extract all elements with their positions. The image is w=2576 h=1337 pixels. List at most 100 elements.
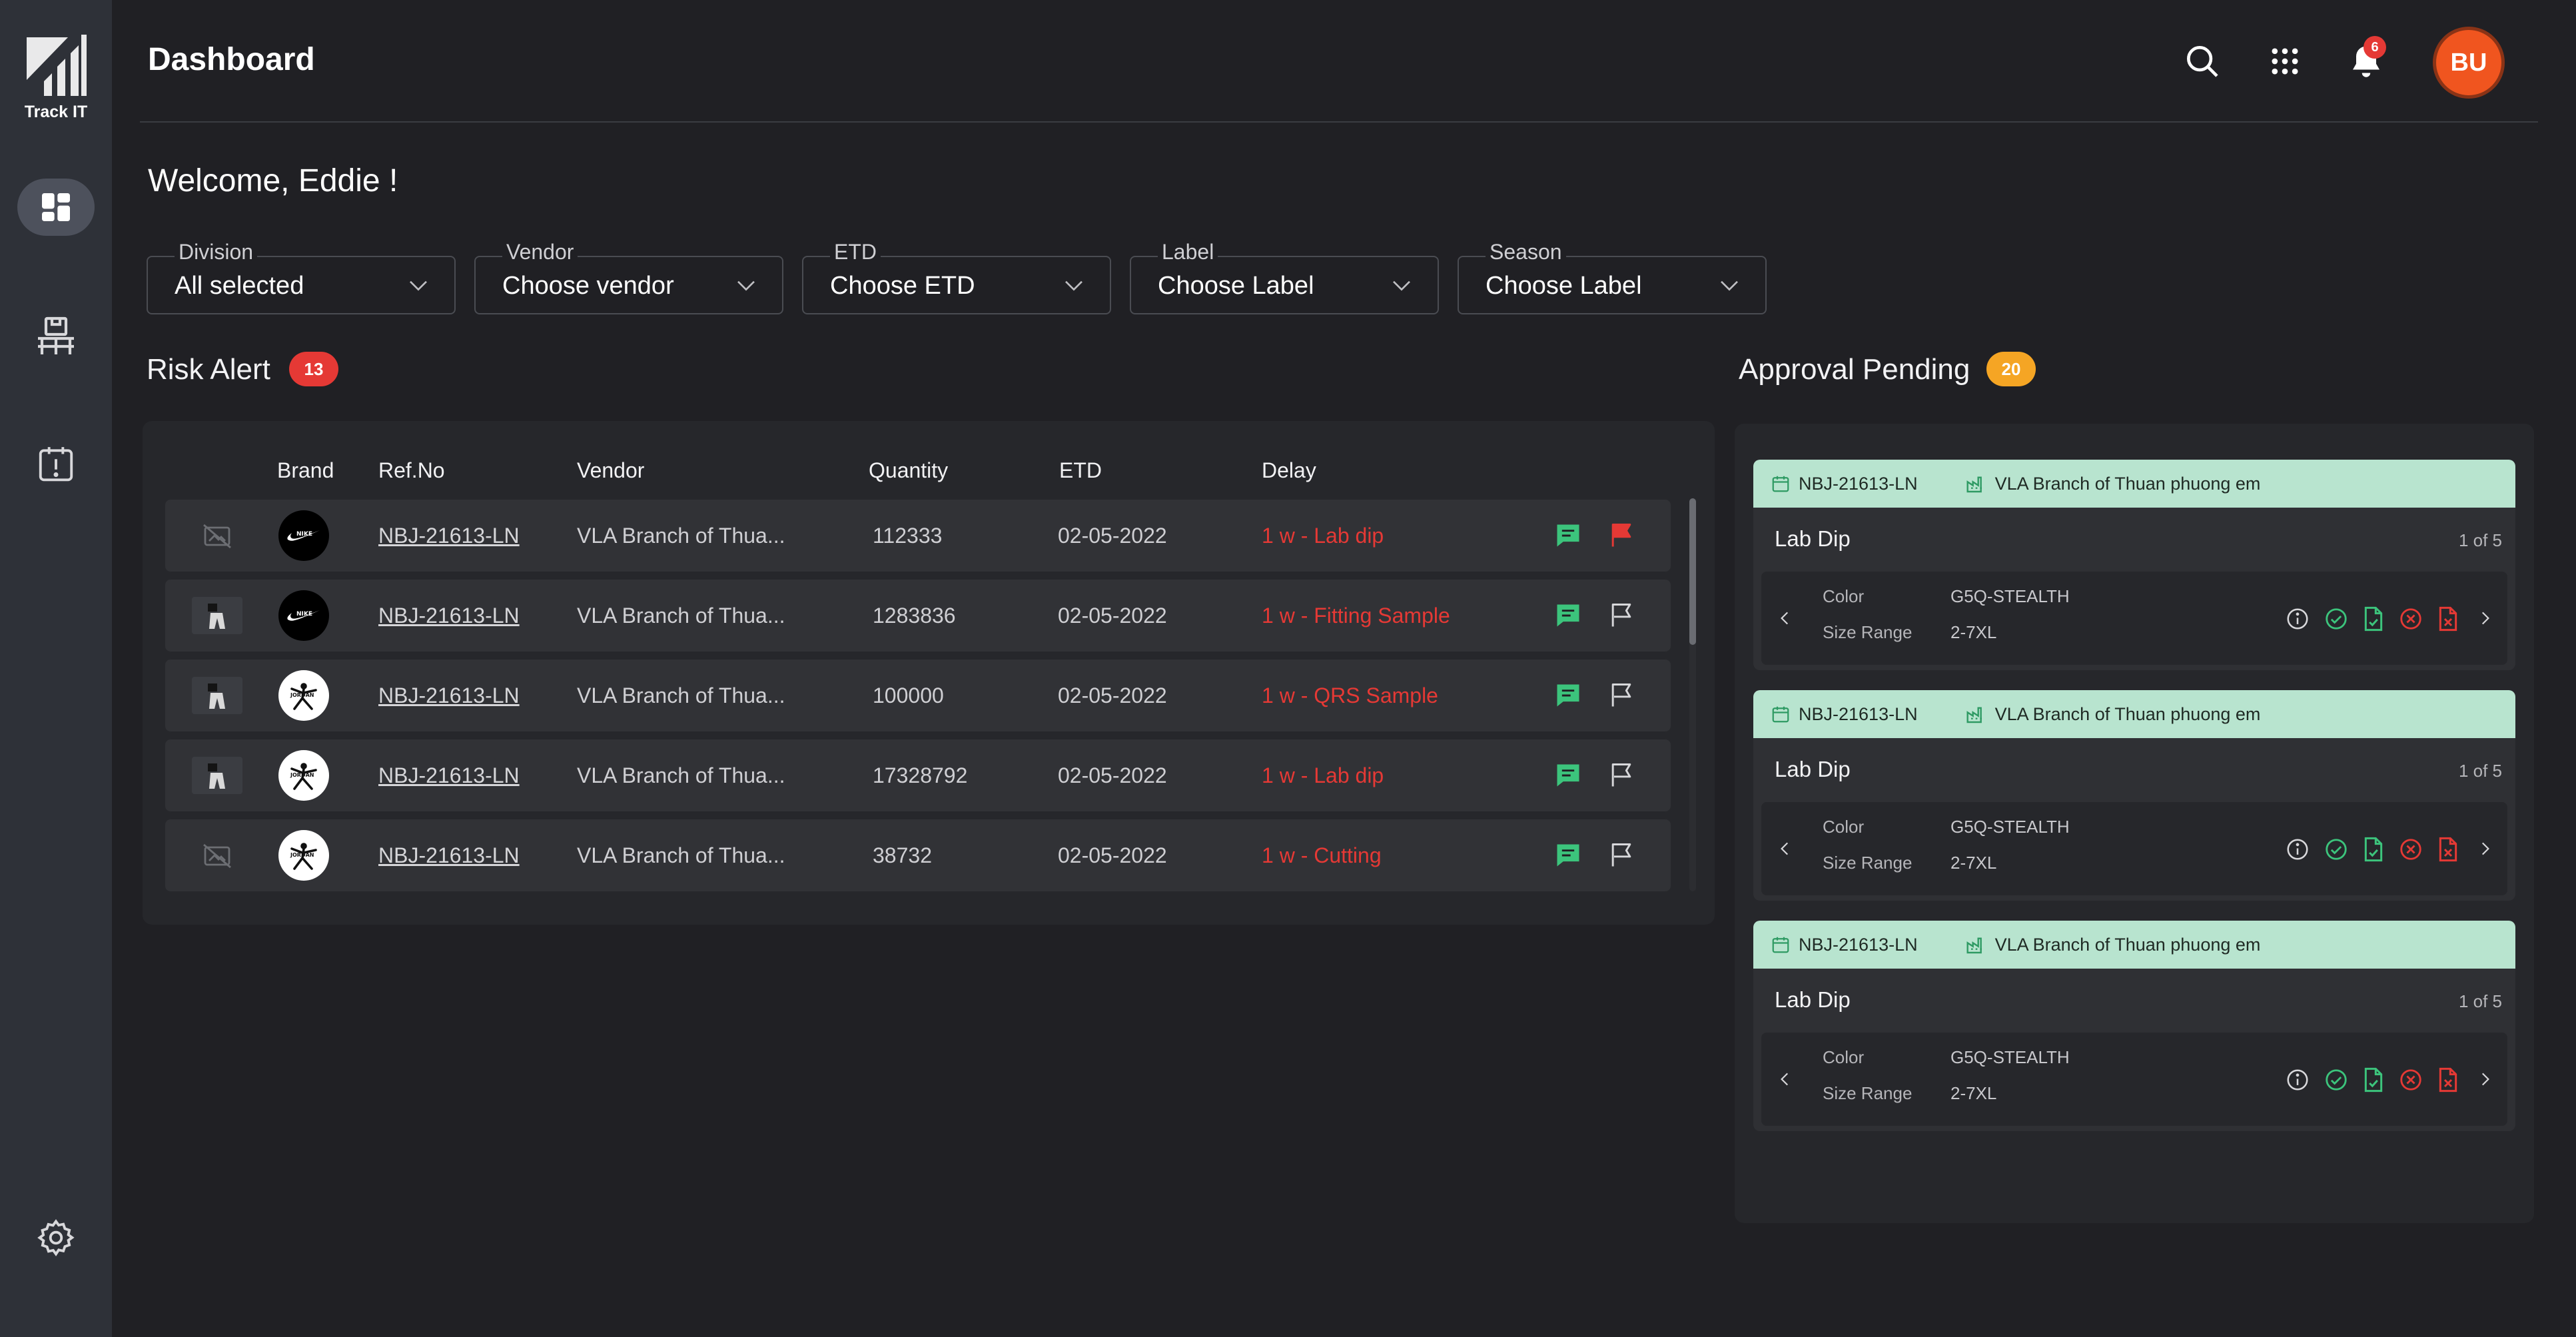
search-button[interactable] [2176, 35, 2229, 88]
ref-number-link[interactable]: NBJ-21613-LN [378, 603, 520, 628]
comment-button[interactable] [1552, 679, 1584, 711]
ref-number-link[interactable]: NBJ-21613-LN [378, 763, 520, 787]
approval-vendor: VLA Branch of Thuan phuong em [1994, 473, 2261, 494]
etd-cell: 02-05-2022 [1058, 843, 1167, 867]
check-circle-icon [2326, 839, 2347, 860]
ref-number-link[interactable]: NBJ-21613-LN [378, 683, 520, 707]
settings-button[interactable] [29, 1211, 83, 1264]
chevron-right-icon [2481, 612, 2489, 625]
approval-card[interactable]: NBJ-21613-LN VLA Branch of Thuan phuong … [1753, 921, 2515, 1131]
next-button[interactable] [2471, 605, 2498, 632]
approve-document-button[interactable] [2360, 835, 2387, 863]
approval-ref: NBJ-21613-LN [1799, 473, 1918, 494]
size-range-label: Size Range [1823, 853, 1913, 873]
close-circle-icon [2400, 1069, 2421, 1091]
approval-card[interactable]: NBJ-21613-LN VLA Branch of Thuan phuong … [1753, 690, 2515, 901]
flag-button[interactable] [1605, 839, 1637, 871]
info-button[interactable] [2284, 1066, 2312, 1094]
ref-number-link[interactable]: NBJ-21613-LN [378, 843, 520, 867]
table-scrollbar[interactable] [1689, 498, 1696, 891]
ref-number-link[interactable]: NBJ-21613-LN [378, 523, 520, 548]
color-label: Color [1823, 1047, 1865, 1067]
delay-cell: 1 w - Lab dip [1262, 763, 1384, 787]
comment-button[interactable] [1552, 520, 1584, 552]
gear-icon [37, 1219, 75, 1256]
comment-button[interactable] [1552, 839, 1584, 871]
column-header-etd: ETD [1059, 458, 1102, 482]
table-row[interactable]: JORDAN NBJ-21613-LN VLA Branch of Thua..… [165, 819, 1671, 891]
jordan-brand-logo: JORDAN [278, 670, 329, 721]
svg-text:JORDAN: JORDAN [290, 852, 314, 858]
approval-card-pager: 1 of 5 [2458, 991, 2502, 1011]
apps-button[interactable] [2258, 35, 2312, 88]
prev-button[interactable] [1772, 1066, 1799, 1093]
comment-button[interactable] [1552, 759, 1584, 791]
info-button[interactable] [2284, 835, 2312, 863]
filter-vendor[interactable]: Vendor Choose vendor [474, 240, 783, 314]
reject-button[interactable] [2397, 835, 2425, 863]
chevron-down-icon [1065, 280, 1082, 291]
app-name: Track IT [24, 103, 88, 121]
flag-button[interactable] [1605, 520, 1637, 552]
flag-button[interactable] [1605, 600, 1637, 632]
flag-button[interactable] [1605, 679, 1637, 711]
table-row[interactable]: JORDAN NBJ-21613-LN VLA Branch of Thua..… [165, 739, 1671, 811]
etd-cell: 02-05-2022 [1058, 683, 1167, 707]
approve-button[interactable] [2322, 1066, 2350, 1094]
reject-button[interactable] [2397, 1066, 2425, 1094]
pallet-box-icon [38, 316, 74, 354]
document-x-icon [2439, 837, 2457, 862]
prev-button[interactable] [1772, 605, 1799, 632]
delay-cell: 1 w - Lab dip [1262, 523, 1384, 548]
user-avatar[interactable]: BU [2433, 27, 2505, 99]
info-button[interactable] [2284, 605, 2312, 633]
reject-document-button[interactable] [2434, 605, 2462, 633]
filter-season[interactable]: Season Choose Label [1458, 240, 1767, 314]
approval-card[interactable]: NBJ-21613-LN VLA Branch of Thuan phuong … [1753, 460, 2515, 670]
reject-button[interactable] [2397, 605, 2425, 633]
next-button[interactable] [2471, 835, 2498, 862]
flag-button[interactable] [1605, 759, 1637, 791]
table-row[interactable]: NIKE NBJ-21613-LN VLA Branch of Thua... … [165, 580, 1671, 652]
color-value: G5Q-STEALTH [1950, 817, 2070, 837]
filter-etd[interactable]: ETD Choose ETD [802, 240, 1111, 314]
nav-calendar-alerts[interactable] [17, 436, 95, 493]
filter-division[interactable]: Division All selected [147, 240, 456, 314]
approval-vendor: VLA Branch of Thuan phuong em [1994, 703, 2261, 724]
approve-document-button[interactable] [2360, 605, 2387, 633]
approval-ref: NBJ-21613-LN [1799, 703, 1918, 724]
approval-card-title: Lab Dip [1775, 526, 1851, 551]
reject-document-button[interactable] [2434, 1066, 2462, 1094]
no-image-icon [192, 517, 242, 554]
apps-grid-icon [2272, 48, 2298, 75]
welcome-message: Welcome, Eddie ! [148, 163, 398, 199]
table-row[interactable]: JORDAN NBJ-21613-LN VLA Branch of Thua..… [165, 660, 1671, 731]
chevron-right-icon [2481, 842, 2489, 855]
check-circle-icon [2326, 1069, 2347, 1091]
approval-card-header: NBJ-21613-LN VLA Branch of Thuan phuong … [1753, 460, 2515, 508]
chevron-left-icon [1781, 1073, 1789, 1086]
nav-dashboard[interactable] [17, 179, 95, 236]
next-button[interactable] [2471, 1066, 2498, 1093]
approval-card-pager: 1 of 5 [2458, 530, 2502, 550]
app-logo[interactable]: Track IT [19, 33, 93, 122]
comment-button[interactable] [1552, 600, 1584, 632]
nav-shipments[interactable] [17, 308, 95, 365]
color-value: G5Q-STEALTH [1950, 1047, 2070, 1067]
approval-vendor: VLA Branch of Thuan phuong em [1994, 934, 2261, 955]
prev-button[interactable] [1772, 835, 1799, 862]
factory-icon [1966, 476, 1982, 493]
table-row[interactable]: NIKE NBJ-21613-LN VLA Branch of Thua... … [165, 500, 1671, 572]
filter-label[interactable]: Label Choose Label [1130, 240, 1439, 314]
scrollbar-thumb[interactable] [1689, 498, 1696, 645]
notifications-button[interactable]: 6 [2340, 35, 2393, 88]
reject-document-button[interactable] [2434, 835, 2462, 863]
vendor-cell: VLA Branch of Thua... [577, 603, 785, 628]
comment-icon [1557, 524, 1579, 547]
approve-document-button[interactable] [2360, 1066, 2387, 1094]
info-icon [2287, 1069, 2308, 1091]
nike-brand-logo: NIKE [278, 510, 329, 561]
approve-button[interactable] [2322, 605, 2350, 633]
approve-button[interactable] [2322, 835, 2350, 863]
column-header-quantity: Quantity [869, 458, 949, 482]
